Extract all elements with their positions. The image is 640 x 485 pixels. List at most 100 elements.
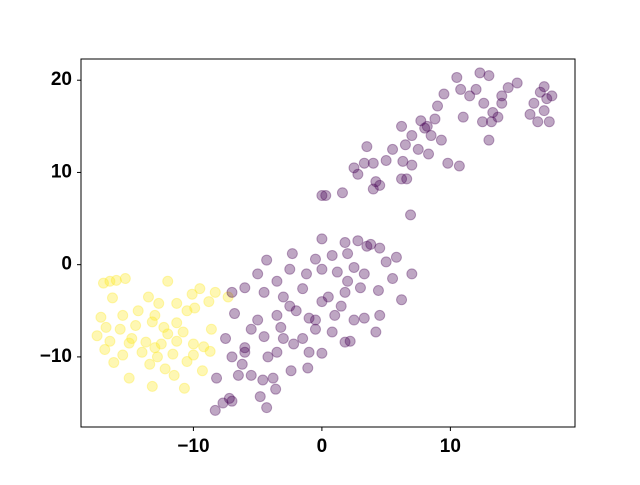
point bbox=[132, 305, 144, 317]
point bbox=[421, 120, 433, 132]
point bbox=[104, 335, 116, 347]
y-tick-label: −10 bbox=[40, 346, 72, 367]
point bbox=[153, 297, 165, 309]
x-tick-label: 10 bbox=[440, 436, 461, 457]
point bbox=[168, 369, 180, 381]
x-tick-label: −10 bbox=[177, 436, 209, 457]
point bbox=[380, 154, 392, 166]
point bbox=[209, 286, 221, 298]
point bbox=[290, 305, 302, 317]
point bbox=[117, 349, 129, 361]
point bbox=[374, 179, 386, 191]
point bbox=[534, 86, 546, 98]
point bbox=[396, 294, 408, 306]
point bbox=[438, 88, 450, 100]
point bbox=[254, 391, 266, 403]
y-tick-label: 0 bbox=[61, 254, 72, 275]
point bbox=[361, 141, 373, 153]
point bbox=[302, 362, 314, 374]
point bbox=[365, 238, 377, 250]
point bbox=[126, 332, 138, 344]
point bbox=[270, 383, 282, 395]
point bbox=[485, 116, 497, 128]
point bbox=[262, 351, 274, 363]
point bbox=[277, 291, 289, 303]
point bbox=[239, 346, 251, 358]
point bbox=[217, 397, 229, 409]
point bbox=[511, 77, 523, 89]
point bbox=[203, 296, 215, 308]
point bbox=[181, 356, 193, 368]
point bbox=[543, 116, 555, 128]
point bbox=[528, 97, 540, 109]
point bbox=[286, 248, 298, 260]
point bbox=[429, 113, 441, 125]
point bbox=[335, 300, 347, 312]
point bbox=[309, 253, 321, 265]
point bbox=[239, 342, 251, 354]
point bbox=[100, 321, 112, 333]
point bbox=[284, 300, 296, 312]
point bbox=[136, 346, 148, 358]
point bbox=[397, 155, 409, 167]
point bbox=[226, 286, 238, 298]
point bbox=[158, 321, 170, 333]
point bbox=[396, 120, 408, 132]
point bbox=[329, 309, 341, 321]
point bbox=[316, 347, 328, 359]
point bbox=[342, 248, 354, 260]
point bbox=[344, 335, 356, 347]
point bbox=[487, 106, 499, 118]
point bbox=[178, 382, 190, 394]
point bbox=[284, 263, 296, 275]
point bbox=[352, 235, 364, 247]
point bbox=[205, 323, 217, 335]
point bbox=[326, 249, 338, 261]
point bbox=[470, 83, 482, 95]
point bbox=[271, 346, 283, 358]
point bbox=[155, 338, 167, 350]
point bbox=[300, 268, 312, 280]
point bbox=[367, 157, 379, 169]
point bbox=[258, 286, 270, 298]
point bbox=[374, 309, 386, 321]
point bbox=[348, 162, 360, 174]
point bbox=[348, 314, 360, 326]
point bbox=[189, 302, 201, 314]
point bbox=[405, 209, 417, 221]
plot-frame bbox=[80, 58, 576, 428]
point bbox=[196, 365, 208, 377]
point bbox=[374, 242, 386, 254]
point bbox=[538, 81, 550, 93]
point bbox=[204, 345, 216, 357]
point bbox=[483, 134, 495, 146]
point bbox=[142, 291, 154, 303]
point bbox=[140, 336, 152, 348]
point bbox=[258, 331, 270, 343]
point bbox=[496, 97, 508, 109]
point bbox=[159, 363, 171, 375]
point bbox=[123, 372, 135, 384]
point bbox=[181, 305, 193, 317]
point bbox=[106, 292, 118, 304]
point bbox=[211, 372, 223, 384]
point bbox=[297, 283, 309, 295]
point bbox=[123, 337, 135, 349]
point bbox=[358, 157, 370, 169]
point bbox=[149, 342, 161, 354]
point bbox=[236, 358, 248, 370]
point bbox=[271, 309, 283, 321]
point bbox=[483, 70, 495, 82]
point bbox=[316, 296, 328, 308]
point bbox=[442, 157, 454, 169]
point bbox=[252, 314, 264, 326]
point bbox=[352, 168, 364, 180]
point bbox=[187, 349, 199, 361]
point bbox=[97, 277, 109, 289]
point bbox=[524, 108, 536, 120]
point bbox=[198, 341, 210, 353]
point bbox=[541, 93, 553, 105]
point bbox=[186, 288, 198, 300]
point bbox=[245, 323, 257, 335]
